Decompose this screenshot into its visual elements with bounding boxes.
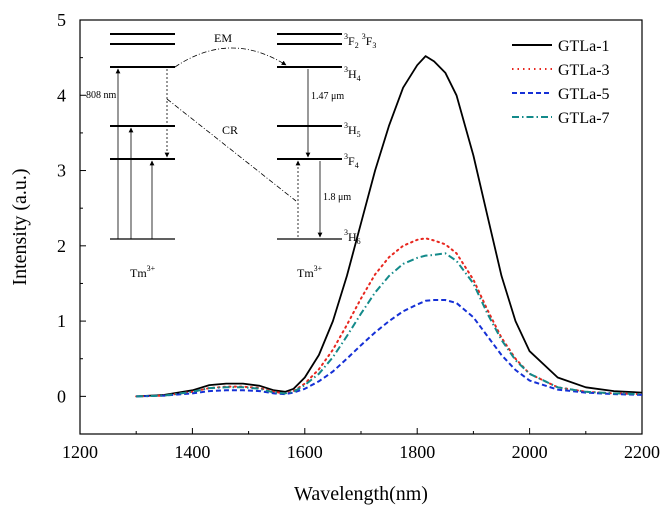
level-label-f4: 3F4 bbox=[344, 152, 359, 170]
series-line-gtla-5 bbox=[136, 299, 643, 398]
level-label-h6: 3H6 bbox=[344, 228, 361, 246]
legend: GTLa-1 GTLa-3 GTLa-5 GTLa-7 bbox=[512, 38, 610, 127]
em-label: EM bbox=[214, 31, 232, 45]
x-axis-title: Wavelength(nm) bbox=[294, 483, 428, 505]
series-line-gtla-1 bbox=[136, 55, 643, 398]
y-tick-label: 5 bbox=[57, 10, 66, 30]
x-tick-label: 2000 bbox=[512, 442, 548, 462]
cr-transfer-line bbox=[166, 98, 297, 202]
y-tick-label: 4 bbox=[57, 85, 66, 105]
em-transfer-arrow bbox=[174, 47, 287, 68]
legend-label: GTLa-7 bbox=[558, 110, 610, 127]
y-tick-label: 0 bbox=[57, 386, 66, 406]
cr-label: CR bbox=[222, 123, 238, 137]
series-line-gtla-7 bbox=[136, 252, 643, 398]
plot-frame bbox=[79, 19, 643, 435]
emission-147-label: 1.47 μm bbox=[311, 91, 344, 102]
y-tick-label: 2 bbox=[57, 236, 66, 256]
x-tick-label: 1600 bbox=[287, 442, 323, 462]
x-tick-label: 1400 bbox=[174, 442, 210, 462]
x-axis-ticks: 1200 1400 1600 1800 2000 2200 bbox=[62, 428, 660, 462]
emission-18-label: 1.8 μm bbox=[323, 192, 351, 203]
level-label-f2f3: 3F23F3 bbox=[344, 32, 376, 50]
series-lines bbox=[135, 55, 643, 398]
pump-wavelength-label: 808 nm bbox=[86, 90, 117, 101]
series-line-gtla-3 bbox=[135, 237, 643, 398]
x-tick-label: 2200 bbox=[624, 442, 660, 462]
level-label-h4: 3H4 bbox=[344, 65, 361, 83]
y-tick-label: 1 bbox=[57, 311, 66, 331]
energy-level-diagram: EM CR 808 nm 1.47 μm 1.8 μm Tm3+ Tm3+ 3F… bbox=[86, 31, 376, 280]
y-tick-label: 3 bbox=[57, 161, 66, 181]
legend-label: GTLa-1 bbox=[558, 38, 610, 55]
x-tick-label: 1800 bbox=[399, 442, 435, 462]
y-axis-ticks: 0 1 2 3 4 5 bbox=[57, 10, 86, 435]
left-ion-label: Tm3+ bbox=[130, 264, 156, 280]
x-tick-label: 1200 bbox=[62, 442, 98, 462]
level-label-h5: 3H5 bbox=[344, 121, 361, 139]
right-ion-label: Tm3+ bbox=[297, 264, 323, 280]
legend-label: GTLa-5 bbox=[558, 86, 610, 103]
legend-label: GTLa-3 bbox=[558, 62, 610, 79]
y-axis-title: Intensity (a.u.) bbox=[9, 168, 31, 285]
